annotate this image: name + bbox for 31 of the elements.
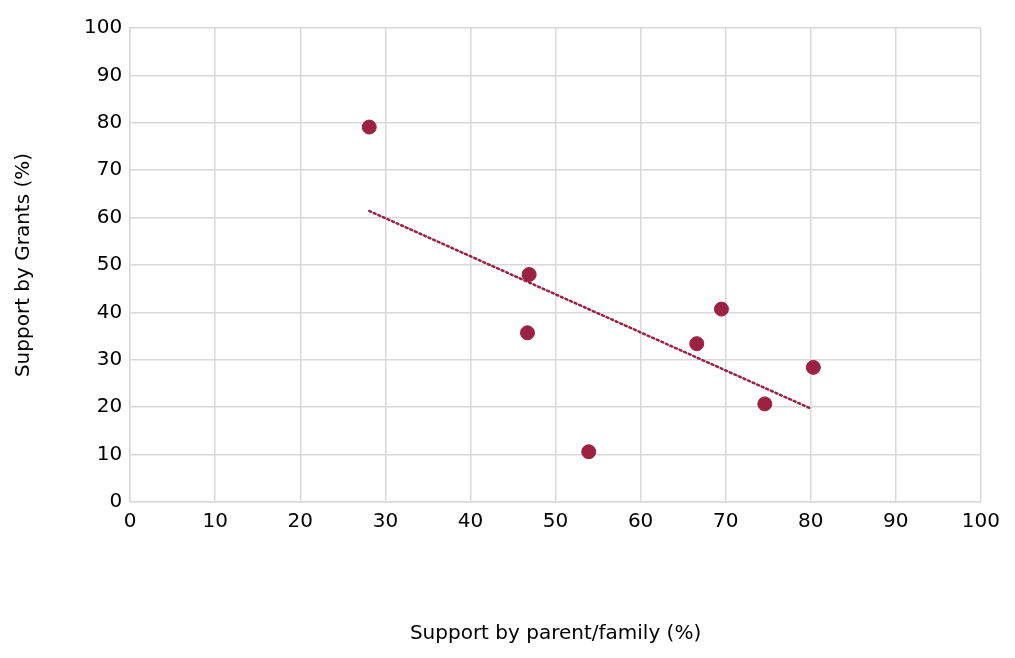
y-tick-label: 30 — [96, 346, 123, 370]
point — [805, 359, 821, 375]
y-axis-title: Support by Grants (%) — [10, 152, 35, 378]
x-tick-label: 50 — [542, 508, 569, 533]
y-tick-label: 100 — [83, 14, 123, 39]
point — [361, 119, 377, 135]
y-tick-label: 10 — [96, 440, 123, 465]
y-tick-label: 50 — [96, 251, 123, 276]
point — [581, 444, 597, 460]
y-tick-label: 20 — [96, 393, 123, 418]
x-tick-label: 30 — [372, 508, 399, 533]
point — [689, 336, 705, 352]
point — [713, 301, 729, 317]
x-tick-label: 40 — [457, 508, 484, 533]
point — [521, 266, 537, 282]
y-tick-label: 40 — [96, 298, 123, 323]
x-tick-label: 20 — [287, 508, 314, 533]
point — [757, 396, 773, 412]
x-tick-label: 60 — [627, 508, 654, 533]
y-tick-label: 0 — [109, 488, 123, 513]
x-tick-label: 90 — [883, 508, 909, 533]
x-tick-label: 80 — [798, 508, 824, 533]
y-tick-label: 90 — [96, 61, 123, 86]
point — [519, 325, 535, 341]
x-tick-label: 70 — [712, 508, 739, 533]
y-tick-label: 60 — [96, 203, 123, 228]
x-tick-label: 10 — [202, 508, 228, 533]
x-tick-label: 100 — [961, 508, 1001, 533]
x-axis-title: Support by parent/family (%) — [409, 620, 702, 645]
y-tick-label: 80 — [96, 109, 123, 133]
y-tick-label: 70 — [96, 156, 123, 181]
